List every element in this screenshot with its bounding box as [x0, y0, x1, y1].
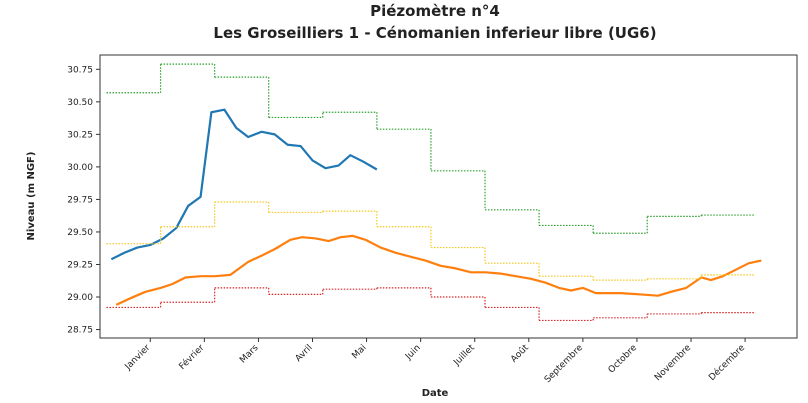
x-tick-label: Avril: [294, 343, 315, 364]
x-tick-label: Mai: [350, 343, 368, 361]
x-tick-label: Novembre: [653, 343, 693, 383]
y-tick-label: 29.25: [67, 260, 93, 270]
x-tick-label: Octobre: [607, 343, 640, 376]
y-tick-label: 29.00: [67, 293, 93, 303]
x-tick-label: Juillet: [451, 343, 477, 369]
y-tick-label: 28.75: [67, 326, 93, 336]
x-tick-label: Septembre: [543, 343, 585, 385]
x-tick-label: Août: [509, 343, 531, 365]
x-tick-label: Décembre: [707, 342, 748, 383]
plot-frame: [99, 54, 798, 339]
x-axis-label: Date: [422, 388, 449, 399]
x-tick-label: Mars: [238, 343, 261, 366]
y-tick-label: 30.50: [67, 98, 93, 108]
x-tick-label: Janvier: [123, 343, 153, 373]
line-series: [110, 108, 378, 261]
y-tick-label: 30.75: [67, 65, 93, 75]
y-tick-label: 29.75: [67, 195, 93, 205]
chart-title: Piézomètre n°4: [370, 2, 500, 20]
chart-subtitle: Les Groseilliers 1 - Cénomanien inferieu…: [213, 24, 656, 42]
y-tick-label: 30.25: [67, 130, 93, 140]
x-tick-label: Février: [177, 342, 207, 372]
line-series: [115, 234, 762, 306]
y-axis-label: Niveau (m NGF): [26, 152, 37, 241]
y-tick-label: 29.50: [67, 228, 93, 238]
x-tick-label: Juin: [403, 343, 423, 363]
y-tick-label: 30.00: [67, 163, 93, 173]
